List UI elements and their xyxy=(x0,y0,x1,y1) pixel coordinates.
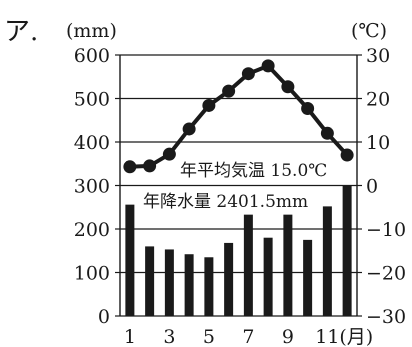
x-tick-label: 1 xyxy=(124,326,136,347)
temperature-point xyxy=(202,98,216,112)
x-tick-label: 7 xyxy=(242,326,254,347)
x-tick-label: 3 xyxy=(163,326,175,347)
right-tick-label: 30 xyxy=(366,45,390,67)
right-tick-label: 0 xyxy=(366,176,378,198)
left-tick-label: 0 xyxy=(98,306,110,328)
temperature-point xyxy=(162,147,176,161)
temperature-polyline xyxy=(129,63,349,169)
x-tick-label: 5 xyxy=(203,326,215,347)
temperature-point xyxy=(143,159,157,173)
precipitation-bar xyxy=(145,246,155,316)
panel-label: ア. xyxy=(4,17,38,47)
temperature-point xyxy=(340,148,354,162)
right-tick-label: −10 xyxy=(366,219,406,241)
temperature-point xyxy=(261,59,275,73)
precipitation-bar xyxy=(243,214,253,316)
precipitation-bar xyxy=(164,249,174,316)
precipitation-bar xyxy=(342,185,352,316)
precipitation-bar xyxy=(263,237,273,316)
precipitation-annotation: 年降水量 2401.5mm xyxy=(143,192,308,212)
left-tick-label: 500 xyxy=(74,89,110,111)
axis-ticks: 0 100 200 300 400 500 600 −30 −20 −10 0 10 20 30 1 3 5 7 9… xyxy=(74,45,406,347)
precipitation-bar xyxy=(204,257,214,316)
x-tick-label: 11 xyxy=(315,326,339,347)
right-tick-label: 20 xyxy=(366,89,390,111)
gridlines xyxy=(115,54,362,317)
x-tick-label: 9 xyxy=(282,326,294,347)
precipitation-bars xyxy=(125,185,352,316)
precipitation-bar xyxy=(125,204,135,316)
precipitation-bar xyxy=(283,214,293,316)
temperature-line xyxy=(123,59,354,174)
right-tick-label: −20 xyxy=(366,263,406,285)
temperature-point xyxy=(222,84,236,98)
temperature-point xyxy=(123,160,137,174)
right-axis-unit: (℃) xyxy=(351,20,387,42)
right-tick-label: −30 xyxy=(366,306,406,328)
left-tick-label: 400 xyxy=(74,132,110,154)
temperature-point xyxy=(241,67,255,81)
temperature-point xyxy=(320,126,334,140)
left-tick-label: 100 xyxy=(74,263,110,285)
left-tick-label: 200 xyxy=(74,219,110,241)
temperature-point xyxy=(182,122,196,136)
left-tick-label: 300 xyxy=(74,176,110,198)
left-axis-unit: (mm) xyxy=(66,20,117,42)
precipitation-bar xyxy=(224,242,234,316)
precipitation-bar xyxy=(184,254,194,316)
temperature-point xyxy=(301,102,315,116)
right-tick-label: 10 xyxy=(366,132,390,154)
left-tick-label: 600 xyxy=(74,45,110,67)
temperature-annotation: 年平均気温 15.0℃ xyxy=(180,161,327,181)
precipitation-bar xyxy=(322,206,332,316)
x-axis-unit: (月) xyxy=(339,326,373,347)
precipitation-bar xyxy=(303,239,313,316)
temperature-point xyxy=(281,80,295,94)
